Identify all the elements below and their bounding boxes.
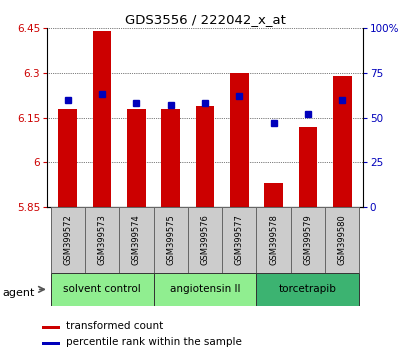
Text: percentile rank within the sample: percentile rank within the sample <box>66 337 242 348</box>
Bar <box>153 273 256 306</box>
Text: torcetrapib: torcetrapib <box>279 284 336 295</box>
Bar <box>222 207 256 273</box>
Bar <box>256 207 290 273</box>
Bar <box>92 31 111 207</box>
Bar <box>229 73 248 207</box>
Text: GSM399576: GSM399576 <box>200 215 209 265</box>
Bar <box>298 127 317 207</box>
Text: GSM399572: GSM399572 <box>63 215 72 265</box>
Text: GSM399573: GSM399573 <box>97 215 106 265</box>
Text: GSM399574: GSM399574 <box>132 215 141 265</box>
Bar <box>256 273 359 306</box>
Text: GSM399579: GSM399579 <box>303 215 312 265</box>
Bar <box>50 273 153 306</box>
Text: GSM399578: GSM399578 <box>268 215 277 265</box>
Bar <box>324 207 359 273</box>
Bar <box>58 109 77 207</box>
Text: transformed count: transformed count <box>66 321 163 331</box>
Bar <box>119 207 153 273</box>
Bar <box>127 109 146 207</box>
Text: GSM399577: GSM399577 <box>234 215 243 265</box>
Bar <box>290 207 324 273</box>
Bar <box>42 342 60 345</box>
Text: angiotensin II: angiotensin II <box>169 284 240 295</box>
Text: agent: agent <box>2 288 34 298</box>
Bar <box>263 183 282 207</box>
Bar <box>85 207 119 273</box>
Bar <box>187 207 222 273</box>
Bar <box>50 207 85 273</box>
Bar <box>42 326 60 329</box>
Text: solvent control: solvent control <box>63 284 141 295</box>
Bar <box>332 76 351 207</box>
Text: GSM399580: GSM399580 <box>337 215 346 265</box>
Bar <box>153 207 187 273</box>
Text: GSM399575: GSM399575 <box>166 215 175 265</box>
Bar <box>161 109 180 207</box>
Bar <box>195 106 214 207</box>
Title: GDS3556 / 222042_x_at: GDS3556 / 222042_x_at <box>124 13 285 26</box>
